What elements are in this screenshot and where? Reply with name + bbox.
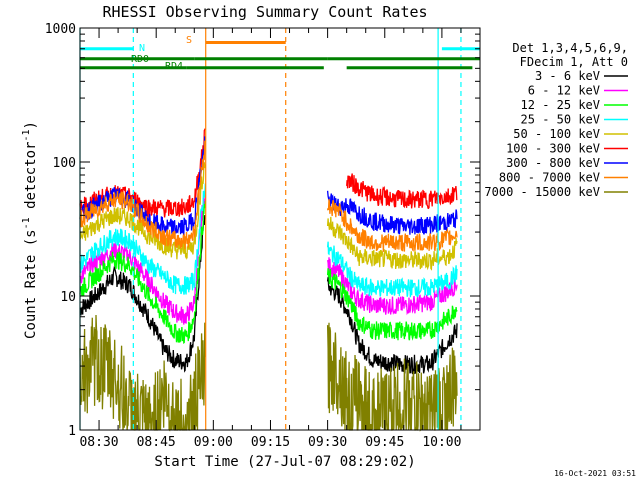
series-line (326, 199, 458, 252)
series-line (346, 173, 458, 210)
legend-label: 12 - 25 keV (521, 98, 600, 112)
chart-title: RHESSI Observing Summary Count Rates (102, 3, 427, 21)
series-3-6-kev (79, 215, 458, 375)
legend: Det 1,3,4,5,6,9, FDecim 1, Att 0 3 - 6 k… (484, 41, 628, 199)
flag-bars: N S RD0 RD4 (80, 35, 480, 72)
legend-header-line: Det 1,3,4,5,6,9, (512, 41, 628, 55)
series-line (79, 140, 206, 250)
y-axis-label-sup: -1 (21, 217, 32, 229)
series-line (326, 322, 458, 432)
series-line (79, 201, 206, 345)
legend-label: 7000 - 15000 keV (484, 185, 600, 199)
x-tick-label: 08:45 (137, 435, 176, 450)
x-tick-label: 09:15 (251, 435, 290, 450)
series-line (326, 257, 458, 316)
series-25-50-kev (79, 183, 458, 298)
x-tick-label: 08:30 (79, 435, 118, 450)
x-tick-label: 10:00 (422, 435, 461, 450)
y-tick-label: 100 (53, 156, 76, 171)
x-tick-label: 09:45 (365, 435, 404, 450)
y-axis-label-part: detector (23, 142, 39, 218)
legend-header-line: FDecim 1, Att 0 (520, 55, 628, 69)
legend-label: 300 - 800 keV (506, 156, 600, 170)
series-line (326, 216, 458, 271)
legend-label: 6 - 12 keV (528, 84, 600, 98)
series-line (326, 241, 458, 298)
legend-label: 25 - 50 keV (521, 113, 600, 127)
timestamp: 16-Oct-2021 03:51 (554, 469, 636, 478)
series-line (79, 215, 206, 373)
legend-label: 50 - 100 keV (513, 127, 600, 141)
axes: 1 10 100 1000 08:30 08:45 09:00 09:15 09:30 09:45… (45, 22, 481, 450)
series-800-7000-kev (79, 140, 458, 252)
flag-label-rd0: RD0 (131, 54, 149, 65)
series-line (326, 268, 458, 341)
x-tick-label: 09:00 (194, 435, 233, 450)
x-tick-label: 09:30 (308, 435, 347, 450)
series-line (326, 190, 458, 235)
series-12-25-kev (79, 201, 458, 345)
series-300-800-kev (79, 136, 458, 237)
series-line (79, 193, 206, 325)
flag-label-n: N (139, 43, 145, 54)
plot-frame (79, 27, 481, 431)
legend-label: 3 - 6 keV (535, 69, 600, 83)
y-tick-label: 1 (68, 424, 76, 439)
series-line (326, 277, 458, 375)
y-axis-label: Count Rate (s-1 detector-1) (21, 121, 39, 339)
series-6-12-kev (79, 193, 458, 325)
flag-label-s: S (186, 35, 192, 46)
y-tick-label: 10 (60, 290, 76, 305)
y-tick-label: 1000 (45, 22, 76, 37)
legend-label: 100 - 300 keV (506, 142, 600, 156)
y-axis-label-part: Count Rate (s (23, 229, 39, 339)
y-axis-label-sup: -1 (21, 129, 32, 141)
x-axis-label: Start Time (27-Jul-07 08:29:02) (154, 454, 415, 470)
series-layer (79, 128, 458, 432)
y-axis-label-part: ) (23, 121, 39, 129)
series-line (79, 183, 206, 295)
legend-label: 800 - 7000 keV (499, 171, 600, 185)
flag-label-rd4: RD4 (165, 61, 183, 72)
